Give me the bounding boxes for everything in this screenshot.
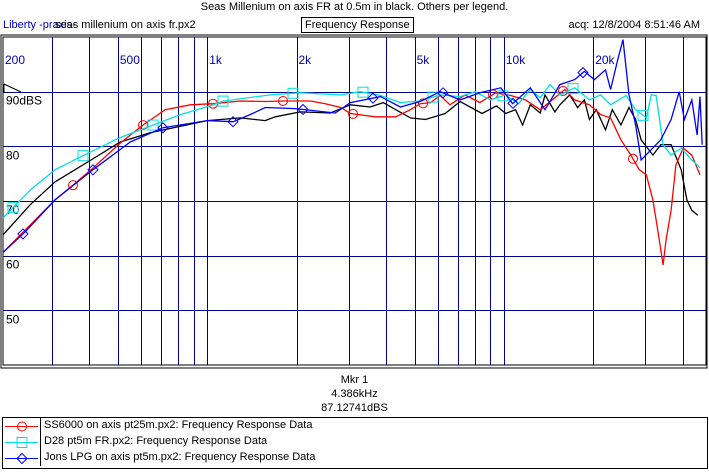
square-marker xyxy=(567,83,579,95)
reference-level-indicator-icon xyxy=(3,83,22,93)
marker-frequency: 4.386kHz xyxy=(331,388,378,400)
series-line xyxy=(2,39,703,253)
square-marker xyxy=(287,87,299,99)
diamond-marker xyxy=(157,122,169,134)
diamond-marker xyxy=(437,87,449,99)
series-2 xyxy=(2,83,701,219)
frequency-response-plot[interactable]: 200 500 1k 2k 5k 10k 20k 90dBS 80 70 60 50 xyxy=(0,0,709,372)
series-1 xyxy=(2,85,701,266)
chart-title: Seas Millenium on axis FR at 0.5m in bla… xyxy=(200,1,509,13)
x-tick-label: 200 xyxy=(5,53,25,67)
circle-marker xyxy=(348,108,358,119)
legend-swatch-square xyxy=(3,434,41,450)
acquisition-timestamp: acq: 12/8/2004 8:51:46 AM xyxy=(568,19,701,31)
marker-level: 87.12741dBS xyxy=(321,402,388,414)
square-marker xyxy=(7,202,19,214)
legend-label: Jons LPG on axis pt5m.px2: Frequency Res… xyxy=(44,451,316,463)
x-tick-label: 5k xyxy=(417,53,431,67)
diamond-marker xyxy=(367,92,379,104)
diamond-marker xyxy=(17,228,29,240)
legend-label: SS6000 on axis pt25m.px2: Frequency Resp… xyxy=(44,419,313,431)
diamond-marker xyxy=(87,164,99,176)
circle-marker xyxy=(68,180,78,191)
circle-marker xyxy=(278,95,288,106)
square-marker xyxy=(147,119,159,131)
diamond-marker xyxy=(297,103,309,116)
circle-marker xyxy=(628,153,638,164)
x-tick-label: 500 xyxy=(120,53,140,67)
series-3 xyxy=(2,39,703,253)
y-tick-label: 80 xyxy=(6,148,20,162)
series-0 xyxy=(2,93,699,236)
series-line xyxy=(2,93,699,236)
square-marker xyxy=(16,437,28,448)
circle-marker xyxy=(418,98,428,109)
y-tick-label: 90dBS xyxy=(6,94,42,108)
legend-label: D28 pt5m FR.px2: Frequency Response Data xyxy=(44,435,268,447)
square-marker xyxy=(637,109,649,121)
square-marker xyxy=(77,150,89,162)
diamond-marker xyxy=(16,452,28,465)
x-tick-label: 10k xyxy=(506,53,526,67)
square-marker xyxy=(217,95,229,107)
circle-marker xyxy=(17,421,27,432)
x-tick-label: 1k xyxy=(209,53,223,67)
marker-name: Mkr 1 xyxy=(340,374,369,386)
app-name: Liberty -praxis- xyxy=(3,19,76,31)
legend: SS6000 on axis pt25m.px2: Frequency Resp… xyxy=(2,417,708,469)
y-tick-label: 60 xyxy=(6,258,20,272)
x-tick-label: 2k xyxy=(299,53,313,67)
diamond-marker xyxy=(507,97,519,110)
legend-swatch-diamond xyxy=(3,450,41,466)
diamond-marker xyxy=(577,66,589,79)
plot-outer-frame xyxy=(0,34,708,369)
series-line xyxy=(2,88,701,266)
y-tick-label: 50 xyxy=(6,312,20,326)
view-selector-button[interactable]: Frequency Response xyxy=(301,17,414,33)
file-name: seas millenium on axis fr.px2 xyxy=(55,19,196,31)
y-tick-label: 70 xyxy=(6,203,20,217)
square-marker xyxy=(357,86,369,98)
x-tick-label: 20k xyxy=(595,53,615,67)
diamond-marker xyxy=(227,116,239,128)
legend-swatch-circle xyxy=(3,418,41,434)
